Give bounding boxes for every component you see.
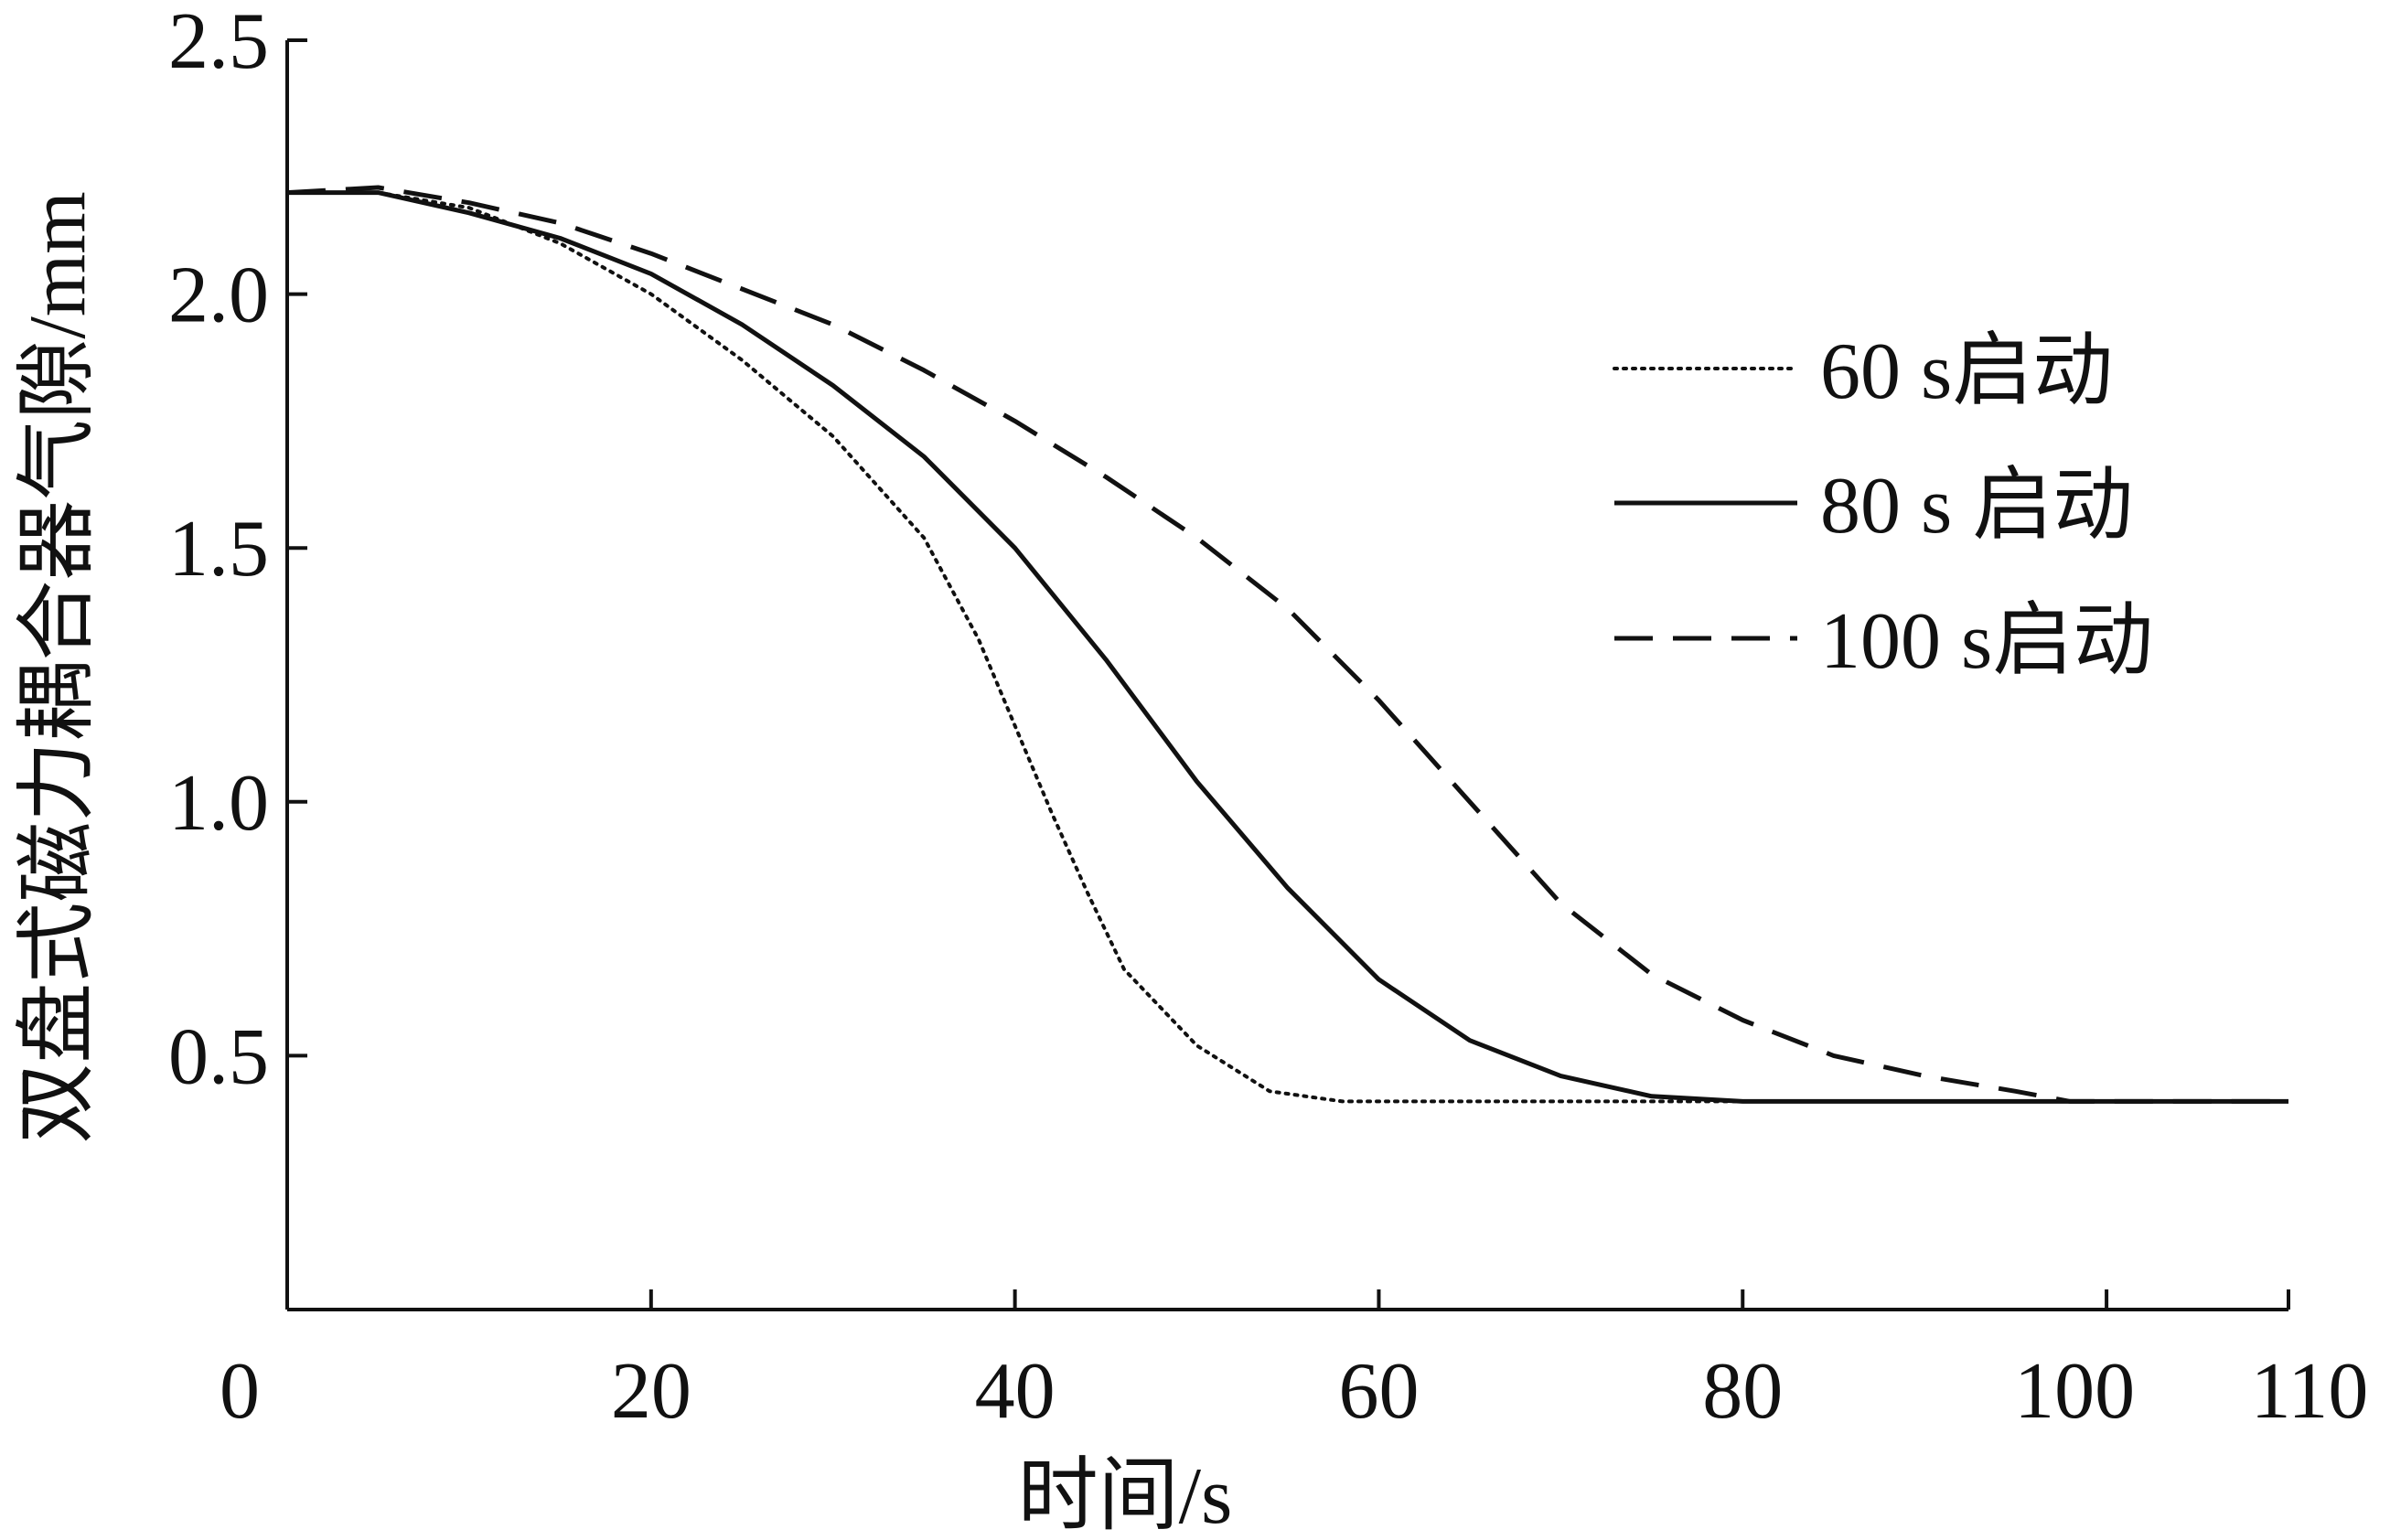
x-tick-label: 100 bbox=[2014, 1347, 2135, 1436]
legend: 60 s启动 80 s 启动 100 s启动 bbox=[1613, 327, 2153, 686]
x-tick-label: 80 bbox=[1702, 1347, 1783, 1436]
y-axis-title: 双盘式磁力耦合器气隙/mm bbox=[14, 191, 102, 1143]
x-tick-label: 110 bbox=[2251, 1347, 2369, 1436]
legend-label-1: 60 s启动 bbox=[1820, 327, 2113, 416]
x-axis-title: 时间/s bbox=[1018, 1452, 1233, 1540]
y-tick-label: 0.5 bbox=[168, 1012, 269, 1101]
legend-label-3: 100 s启动 bbox=[1820, 597, 2153, 686]
plot-area: 0.5 1.0 1.5 2.0 2.5 0 20 40 60 80 100 110 bbox=[168, 0, 2368, 1436]
series-layer bbox=[285, 185, 2288, 1104]
x-tick-label: 60 bbox=[1338, 1347, 1419, 1436]
y-tick-label: 2.5 bbox=[168, 0, 269, 86]
series-line-1 bbox=[285, 190, 1745, 1104]
x-tick-label: 40 bbox=[975, 1347, 1056, 1436]
y-tick-label: 2.0 bbox=[168, 251, 269, 340]
y-tick-label: 1.0 bbox=[168, 759, 269, 848]
series-line-2 bbox=[287, 190, 2288, 1104]
legend-label-2: 80 s 启动 bbox=[1820, 462, 2133, 551]
y-tick-label: 1.5 bbox=[168, 505, 269, 594]
series-line-3 bbox=[286, 185, 2288, 1104]
x-tick-label: 0 bbox=[220, 1347, 260, 1436]
x-tick-label: 20 bbox=[611, 1347, 691, 1436]
